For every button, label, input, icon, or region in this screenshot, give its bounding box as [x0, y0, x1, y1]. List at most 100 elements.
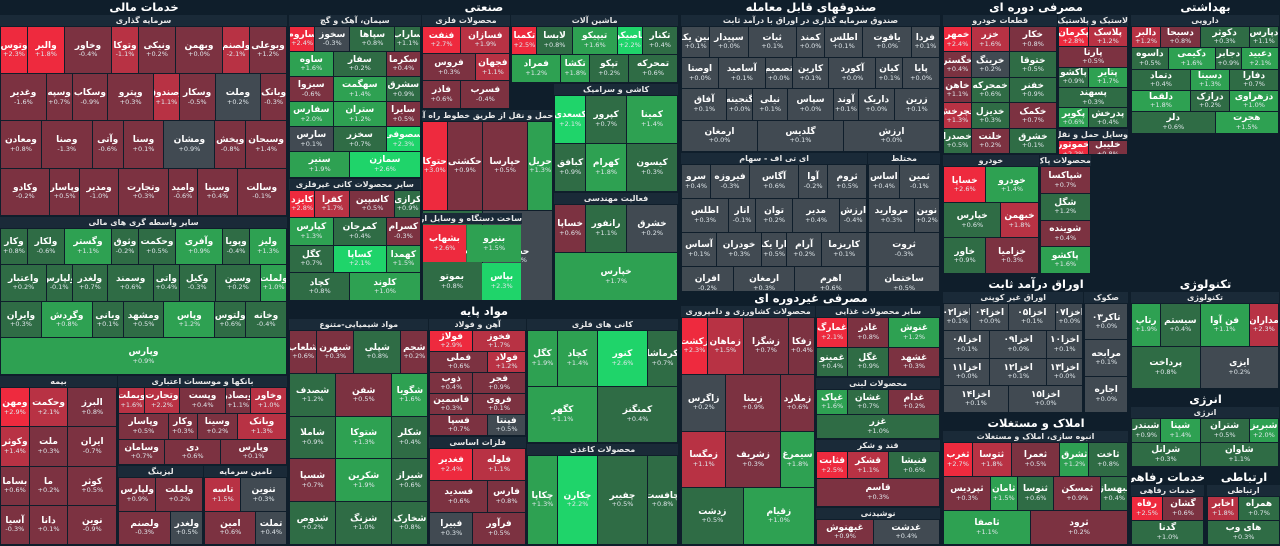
stock-tile[interactable]: پکرمان +2.8%	[1059, 27, 1088, 47]
stock-tile[interactable]: کارین +0.1%	[792, 58, 829, 89]
stock-tile[interactable]: پدرخش +0.4%	[1088, 108, 1127, 128]
stock-tile[interactable]: وپارس +0.9%	[1, 338, 286, 375]
stock-tile[interactable]: قشکر +1.1%	[848, 452, 889, 479]
stock-tile[interactable]: نیلی +0.1%	[752, 89, 788, 120]
stock-tile[interactable]: فردا +0.1%	[911, 27, 939, 58]
stock-tile[interactable]: خپارس +1.7%	[555, 252, 677, 300]
stock-tile[interactable]: آرام +0.2%	[787, 232, 822, 266]
stock-tile[interactable]: خشرق +0.2%	[627, 204, 677, 252]
stock-tile[interactable]: ستران +1.2%	[333, 102, 387, 127]
stock-tile[interactable]: وخانه -0.4%	[246, 301, 287, 338]
sector-title[interactable]: بهداشتی	[1180, 0, 1231, 14]
stock-tile[interactable]: خاور +0.9%	[944, 238, 986, 273]
stock-tile[interactable]: ذوب +0.4%	[430, 373, 473, 393]
industry-title[interactable]: قند و شکر	[816, 440, 940, 452]
stock-tile[interactable]: وتوس +2.3%	[1, 27, 27, 74]
stock-tile[interactable]: شسپا +0.7%	[290, 459, 336, 502]
industry-title[interactable]: محصولات فلزی	[421, 15, 511, 26]
stock-tile[interactable]: غمارگ +2.1%	[817, 318, 848, 347]
stock-tile[interactable]: فسازان +1.9%	[461, 27, 510, 54]
stock-tile[interactable]: وخاور +1.0%	[251, 388, 286, 413]
industry-title[interactable]: حمل و نقل از طریق خطوط راه آهن	[421, 109, 554, 121]
stock-tile[interactable]: کمرجان +0.4%	[333, 218, 387, 245]
stock-tile[interactable]: وسامان +0.7%	[119, 439, 165, 465]
stock-tile[interactable]: فسرب -0.4%	[461, 81, 510, 108]
industry-title[interactable]: بانکها و موسسات اعتباری	[118, 376, 287, 388]
stock-tile[interactable]: کبافق +0.9%	[555, 143, 586, 191]
stock-tile[interactable]: وثوق -0.2%	[112, 228, 138, 265]
stock-tile[interactable]: خودران +0.3%	[717, 232, 762, 266]
stock-tile[interactable]: فیروزه -0.3%	[711, 164, 750, 198]
stock-tile[interactable]: ولملت +0.2%	[156, 478, 203, 511]
stock-tile[interactable]: آفاق +0.1%	[682, 89, 727, 120]
stock-tile[interactable]: خلیبل +0.8%	[1088, 141, 1127, 155]
stock-tile[interactable]: پسهند +0.3%	[1059, 87, 1127, 108]
industry-title[interactable]: صندوق سرمایه گذاری در اوراق با درآمد ثاب…	[681, 15, 940, 26]
stock-tile[interactable]: کنور +2.6%	[597, 331, 647, 386]
stock-tile[interactable]: دجابر +0.9%	[1215, 48, 1242, 69]
stock-tile[interactable]: دتماد +0.4%	[1132, 69, 1190, 90]
stock-tile[interactable]: وکوثر +1.4%	[1, 427, 29, 466]
stock-tile[interactable]: خمهر +2.4%	[944, 27, 971, 52]
stock-tile[interactable]: فبیرا +0.3%	[430, 513, 473, 544]
stock-tile[interactable]: پرداخت +0.8%	[1132, 346, 1200, 388]
stock-tile[interactable]: رتاپ +1.9%	[1132, 304, 1161, 346]
stock-tile[interactable]: وسینا +0.4%	[198, 168, 237, 215]
stock-tile[interactable]: آوا -0.2%	[799, 164, 828, 198]
stock-tile[interactable]: وبانک +1.3%	[237, 413, 287, 439]
industry-title[interactable]: محصولات پاک کننده	[1039, 155, 1091, 167]
industry-title[interactable]: وسایل حمل و نقل	[1058, 129, 1128, 141]
stock-tile[interactable]: اخزا۰۸ +0.1%	[944, 331, 990, 358]
stock-tile[interactable]: فاذر +0.6%	[422, 81, 461, 108]
industry-title[interactable]: سرمایه گذاری	[0, 15, 287, 26]
stock-tile[interactable]: سپاس +0.0%	[788, 89, 833, 120]
stock-tile[interactable]: ولپارس-0.1%	[46, 265, 72, 301]
stock-tile[interactable]: کهرام +1.8%	[586, 143, 627, 191]
stock-tile[interactable]: دسینا +1.3%	[1191, 69, 1229, 90]
stock-tile[interactable]: بساما +0.6%	[1, 466, 29, 505]
stock-tile[interactable]: وسمند +0.6%	[108, 265, 153, 301]
stock-tile[interactable]: شزنگ +1.0%	[336, 502, 392, 544]
stock-tile[interactable]: آسامید +0.1%	[718, 58, 765, 89]
stock-tile[interactable]: کگهر +1.1%	[527, 386, 597, 442]
stock-tile[interactable]: اخزا۱۴ +0.1%	[944, 385, 1008, 412]
stock-tile[interactable]: وتجارت +2.2%	[144, 388, 180, 413]
industry-title[interactable]: سایر محصولات کانی غیرفلزی	[289, 178, 421, 190]
stock-tile[interactable]: مروارید +0.3%	[869, 198, 914, 232]
sector-title[interactable]: صندوقهای قابل معامله	[745, 0, 877, 14]
sector-title[interactable]: مصرفی غیردوره ای	[754, 291, 868, 305]
stock-tile[interactable]: شاوان +1.1%	[1200, 443, 1278, 466]
stock-tile[interactable]: سایرا +0.5%	[387, 102, 420, 127]
stock-tile[interactable]: ولکار -0.6%	[28, 228, 64, 265]
stock-tile[interactable]: خشرق +0.1%	[1009, 128, 1057, 154]
industry-title[interactable]: فعالیت مهندسی	[554, 192, 678, 204]
stock-tile[interactable]: غشان +0.7%	[848, 390, 889, 414]
industry-title[interactable]: صکوک	[1084, 292, 1128, 303]
stock-tile[interactable]: گدنا +1.0%	[1132, 521, 1203, 544]
stock-tile[interactable]: چفیبر +0.5%	[597, 455, 647, 544]
stock-tile[interactable]: سصوفی+2.3%	[387, 127, 420, 152]
industry-title[interactable]: نوشیدنی	[816, 507, 940, 519]
stock-tile[interactable]: وآتی -0.6%	[92, 121, 123, 168]
stock-tile[interactable]: قثابت +2.5%	[817, 452, 848, 479]
stock-tile[interactable]: ولتوس +0.6%	[215, 301, 246, 338]
industry-title[interactable]: ارتباطی	[1207, 485, 1280, 496]
stock-tile[interactable]: سمازن +2.6%	[350, 152, 420, 177]
industry-title[interactable]: مواد شیمیایی-متنوع	[289, 319, 429, 330]
industry-title[interactable]: خودرو	[943, 155, 1039, 167]
stock-tile[interactable]: واعتبار +0.2%	[1, 265, 46, 301]
stock-tile[interactable]: شبریز +2.0%	[1249, 419, 1278, 442]
stock-tile[interactable]: سرو +0.4%	[682, 164, 711, 198]
stock-tile[interactable]: ومشان +0.9%	[164, 121, 215, 168]
stock-tile[interactable]: شاملا +0.9%	[290, 416, 336, 459]
sector-title[interactable]: صنعتی	[464, 0, 504, 14]
stock-tile[interactable]: خاهن +1.1%	[944, 77, 971, 103]
stock-tile[interactable]: شتران +0.5%	[1200, 419, 1249, 442]
sector-title[interactable]: خدمات مالی	[109, 0, 179, 14]
stock-tile[interactable]: کلوند +1.0%	[350, 273, 420, 300]
industry-title[interactable]: انرژی	[1131, 407, 1279, 418]
industry-title[interactable]: ماشین آلات	[511, 15, 678, 26]
stock-tile[interactable]: سشرق +0.9%	[387, 77, 420, 102]
stock-tile[interactable]: غمینو +0.4%	[817, 347, 848, 376]
stock-tile[interactable]: وسپه +0.7%	[46, 74, 72, 121]
